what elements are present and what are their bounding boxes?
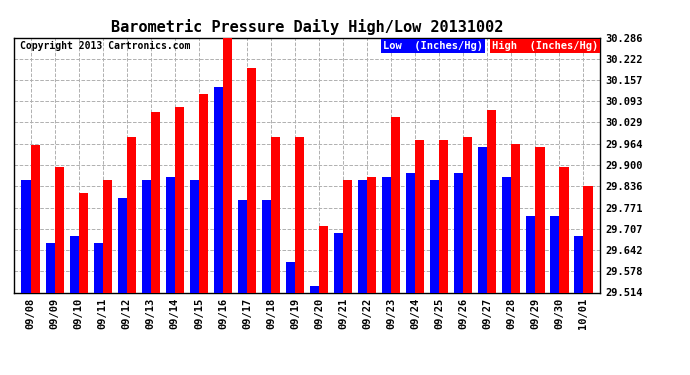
Bar	[21, 180, 30, 292]
Bar	[247, 68, 256, 292]
Bar	[214, 87, 223, 292]
Bar	[551, 216, 560, 292]
Bar	[382, 177, 391, 292]
Bar	[526, 216, 535, 292]
Bar	[367, 177, 376, 292]
Bar	[46, 243, 55, 292]
Bar	[141, 180, 151, 292]
Bar	[430, 180, 440, 292]
Bar	[55, 166, 63, 292]
Bar	[103, 180, 112, 292]
Bar	[271, 137, 280, 292]
Bar	[391, 117, 400, 292]
Bar	[334, 233, 343, 292]
Bar	[487, 111, 497, 292]
Bar	[151, 112, 160, 292]
Bar	[199, 94, 208, 292]
Bar	[223, 38, 232, 292]
Bar	[415, 140, 424, 292]
Bar	[94, 243, 103, 292]
Text: High  (Inches/Hg): High (Inches/Hg)	[492, 41, 598, 51]
Bar	[440, 140, 449, 292]
Bar	[319, 226, 328, 292]
Bar	[79, 193, 88, 292]
Bar	[454, 173, 463, 292]
Bar	[286, 262, 295, 292]
Bar	[478, 147, 487, 292]
Text: Low  (Inches/Hg): Low (Inches/Hg)	[384, 41, 483, 51]
Bar	[406, 173, 415, 292]
Title: Barometric Pressure Daily High/Low 20131002: Barometric Pressure Daily High/Low 20131…	[111, 19, 503, 35]
Text: Copyright 2013 Cartronics.com: Copyright 2013 Cartronics.com	[19, 41, 190, 51]
Bar	[70, 236, 79, 292]
Bar	[535, 147, 544, 292]
Bar	[127, 137, 136, 292]
Bar	[166, 177, 175, 292]
Bar	[343, 180, 352, 292]
Bar	[358, 180, 367, 292]
Bar	[574, 236, 584, 292]
Bar	[295, 137, 304, 292]
Bar	[584, 186, 593, 292]
Bar	[262, 200, 271, 292]
Bar	[502, 177, 511, 292]
Bar	[310, 286, 319, 292]
Bar	[511, 144, 520, 292]
Bar	[30, 145, 40, 292]
Bar	[117, 198, 127, 292]
Bar	[238, 200, 247, 292]
Bar	[190, 180, 199, 292]
Bar	[560, 166, 569, 292]
Bar	[175, 107, 184, 292]
Bar	[463, 137, 473, 292]
